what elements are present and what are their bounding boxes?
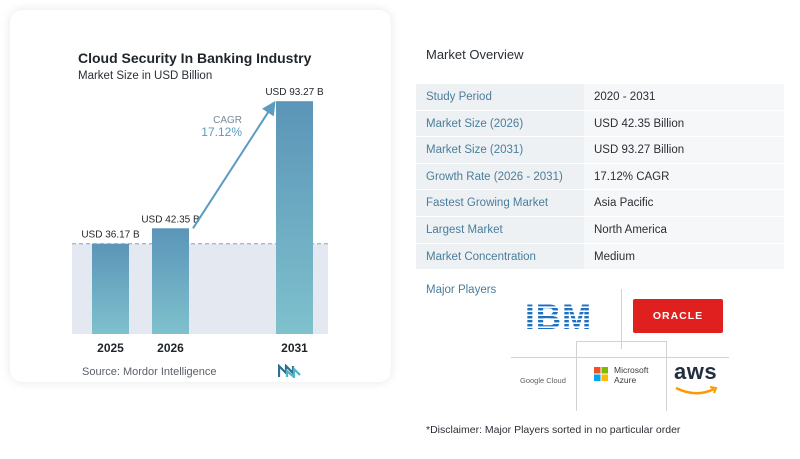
- overview-value: North America: [584, 216, 784, 243]
- cagr-label: CAGR: [213, 115, 242, 126]
- overview-key: Market Concentration: [416, 243, 584, 270]
- overview-row: Study Period 2020 - 2031: [416, 84, 784, 111]
- overview-key: Fastest Growing Market: [416, 190, 584, 216]
- x-tick-label: 2026: [157, 341, 184, 355]
- overview-value: Asia Pacific: [584, 190, 784, 216]
- logo-divider: [511, 357, 729, 358]
- x-tick-label: 2031: [281, 341, 308, 355]
- bar: [152, 228, 189, 334]
- aws-smile-icon: [675, 386, 718, 395]
- source-note: Source: Mordor Intelligence: [82, 366, 217, 378]
- microsoft-windows-icon: [594, 367, 608, 381]
- cagr-value: 17.12%: [201, 125, 242, 139]
- overview-value: Medium: [584, 243, 784, 270]
- azure-line2: Azure: [614, 375, 637, 385]
- logo-divider: [576, 341, 577, 411]
- market-overview-panel: Market Overview Study Period 2020 - 2031…: [416, 0, 800, 459]
- overview-row: Market Size (2031) USD 93.27 Billion: [416, 137, 784, 164]
- x-tick-label: 2025: [97, 341, 124, 355]
- logo-divider: [621, 289, 622, 349]
- disclaimer: *Disclaimer: Major Players sorted in no …: [426, 424, 681, 436]
- major-players-label: Major Players: [426, 284, 497, 296]
- microsoft-azure-logo-icon: Microsoft Azure: [594, 365, 654, 389]
- aws-logo-text: aws: [674, 359, 718, 384]
- aws-logo-icon: aws: [674, 359, 722, 399]
- overview-table: Study Period 2020 - 2031 Market Size (20…: [416, 84, 784, 271]
- cagr-arrow: [192, 100, 276, 229]
- overview-key: Market Size (2031): [416, 137, 584, 163]
- overview-title: Market Overview: [426, 47, 524, 62]
- bar: [92, 243, 129, 334]
- overview-value: USD 93.27 Billion: [584, 137, 784, 163]
- bar: [276, 101, 313, 334]
- ibm-logo-icon: IBM: [525, 300, 592, 332]
- overview-value: 17.12% CAGR: [584, 163, 784, 190]
- overview-key: Growth Rate (2026 - 2031): [416, 163, 584, 190]
- overview-key: Market Size (2026): [416, 110, 584, 137]
- overview-row: Growth Rate (2026 - 2031) 17.12% CAGR: [416, 163, 784, 191]
- oracle-logo-icon: ORACLE: [633, 299, 723, 333]
- overview-value: 2020 - 2031: [584, 84, 784, 110]
- data-label: USD 36.17 B: [81, 230, 140, 241]
- ibm-logo-text: IBM: [525, 300, 592, 332]
- overview-row: Market Size (2026) USD 42.35 Billion: [416, 110, 784, 138]
- overview-row: Largest Market North America: [416, 216, 784, 244]
- data-label: USD 42.35 B: [141, 214, 200, 225]
- azure-line1: Microsoft: [614, 365, 649, 375]
- logo-divider: [666, 341, 667, 411]
- overview-row: Fastest Growing Market Asia Pacific: [416, 190, 784, 217]
- overview-row: Market Concentration Medium: [416, 243, 784, 271]
- overview-value: USD 42.35 Billion: [584, 110, 784, 137]
- mordor-logo-icon: [278, 364, 301, 378]
- major-players-section: Major Players IBM ORACLE Google Cloud: [416, 279, 784, 411]
- bar-chart: USD 36.17 B 2025 USD 42.35 B 2026 USD 93.27 …: [72, 87, 328, 355]
- data-label: USD 93.27 B: [265, 87, 324, 98]
- overview-key: Largest Market: [416, 216, 584, 243]
- logo-divider: [576, 341, 666, 342]
- google-cloud-logo-icon: Google Cloud: [520, 376, 566, 385]
- chart-subtitle: Market Size in USD Billion: [78, 70, 213, 82]
- overview-key: Study Period: [416, 84, 584, 110]
- chart-title: Cloud Security In Banking Industry: [78, 50, 312, 66]
